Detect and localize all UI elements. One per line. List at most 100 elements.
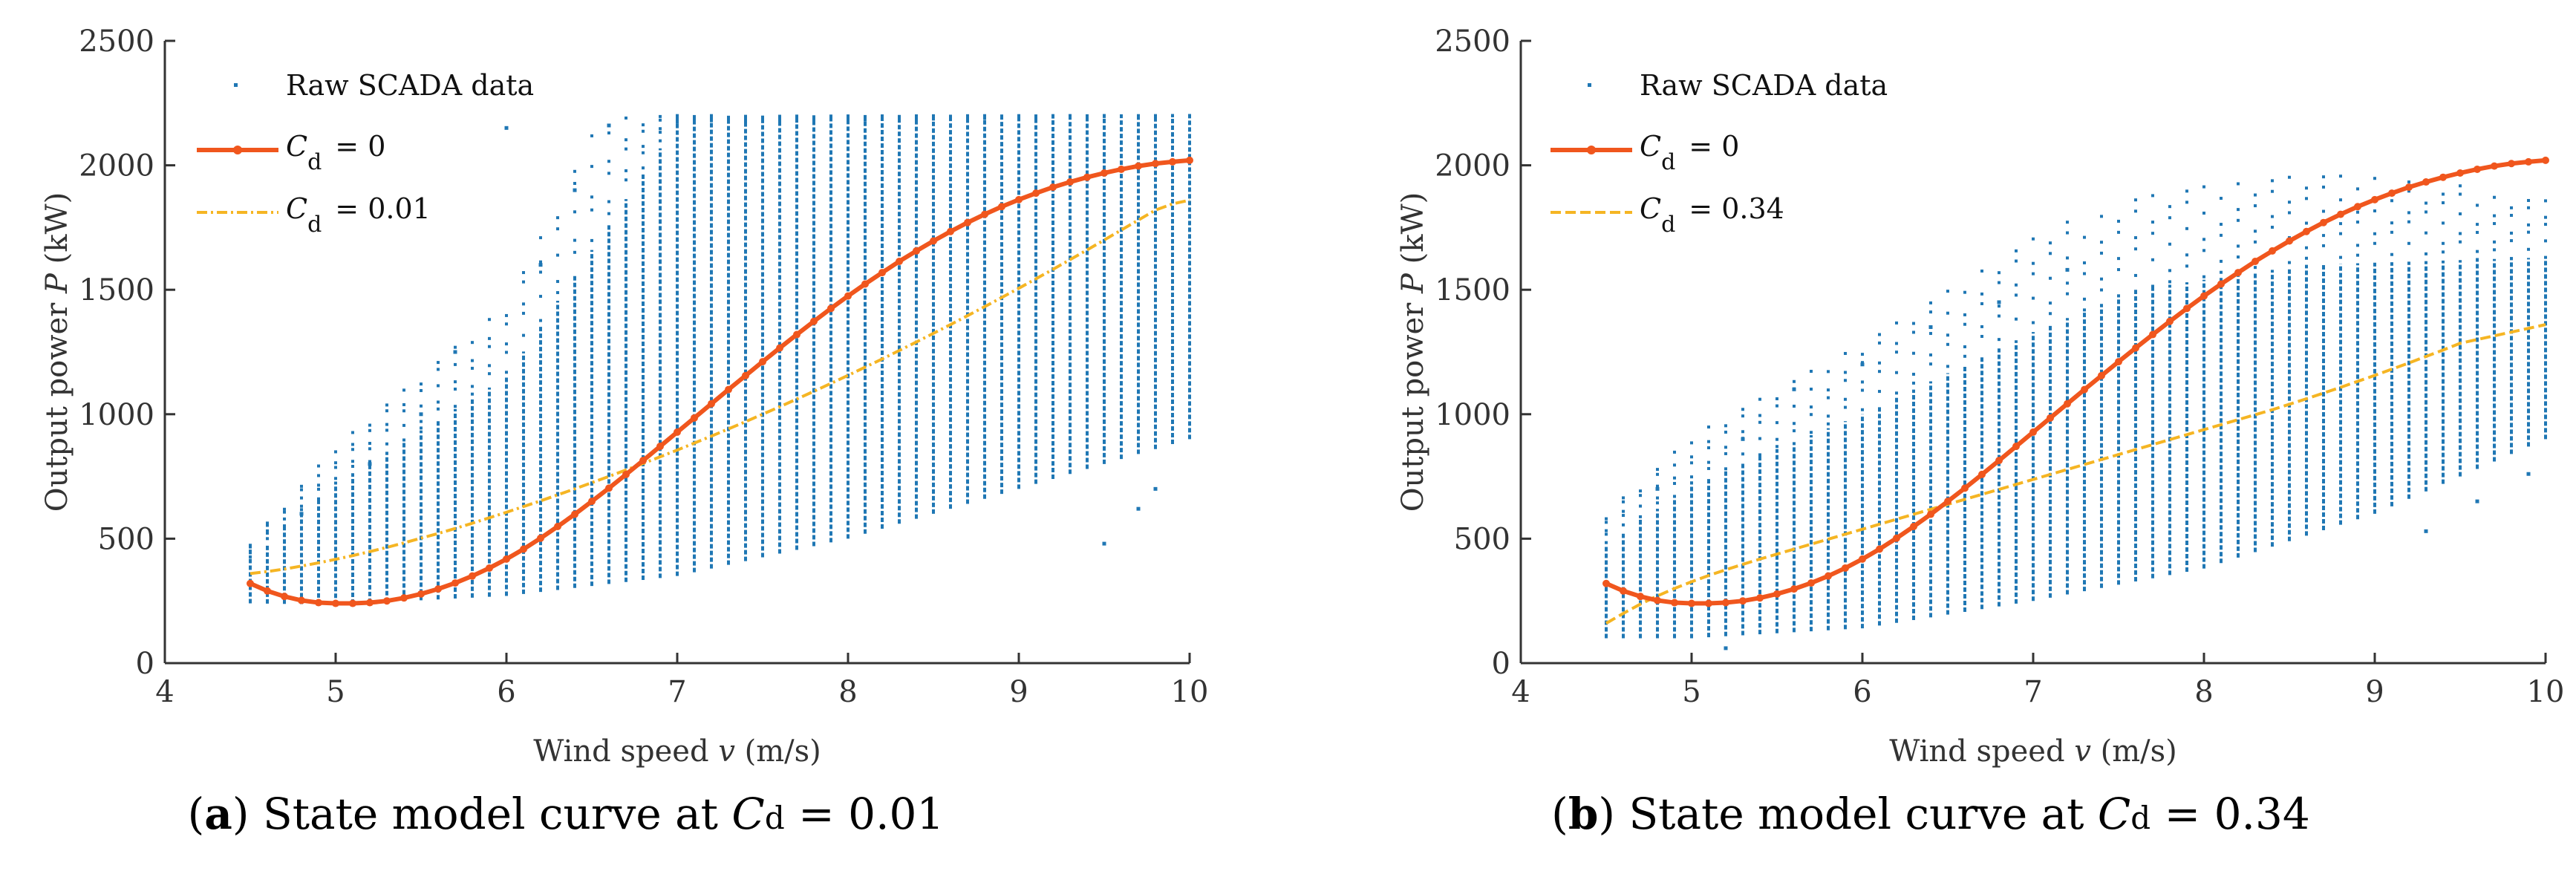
series-point xyxy=(639,457,647,465)
scatter-point xyxy=(1827,396,1830,400)
scatter-point xyxy=(454,345,457,349)
scatter-point xyxy=(351,465,354,469)
scatter-point xyxy=(1810,431,1813,434)
series-point xyxy=(861,280,869,288)
scatter-point xyxy=(915,114,918,117)
scatter-point xyxy=(420,420,423,423)
series-point xyxy=(1876,545,1883,553)
scatter-point xyxy=(1758,414,1761,417)
scatter-point xyxy=(317,464,320,468)
series-point xyxy=(1910,522,1917,530)
series-point xyxy=(1066,178,1074,186)
scatter-point xyxy=(744,119,747,123)
scatter-point xyxy=(2390,230,2393,234)
series-point xyxy=(1118,165,1125,173)
scatter-point xyxy=(2185,253,2188,257)
scatter-point xyxy=(1895,371,1898,374)
scatter-point xyxy=(334,466,337,469)
scatter-point xyxy=(1103,114,1106,118)
scatter-point xyxy=(1034,114,1037,118)
scatter-point xyxy=(351,460,354,463)
scatter-point xyxy=(539,319,542,322)
scatter-point xyxy=(437,407,440,411)
scatter-point xyxy=(573,169,576,173)
scatter-point xyxy=(2544,199,2547,203)
scatter-point xyxy=(607,172,610,175)
scatter-point xyxy=(2117,230,2120,234)
scatter-point xyxy=(642,166,645,170)
series-point xyxy=(947,227,954,235)
scatter-point xyxy=(402,402,405,406)
scatter-point xyxy=(761,117,764,121)
scatter-point xyxy=(317,497,320,501)
scatter-point xyxy=(1776,445,1778,449)
scatter-point xyxy=(2459,184,2462,188)
series-point xyxy=(417,590,425,598)
scatter-point xyxy=(504,125,509,130)
scatter-point xyxy=(1998,281,2001,284)
scatter-point xyxy=(1963,354,1966,358)
scatter-point xyxy=(1844,351,1847,355)
series-point xyxy=(571,510,578,518)
scatter-point xyxy=(385,428,388,432)
series-point xyxy=(2422,178,2430,186)
scatter-point xyxy=(419,412,423,417)
scatter-point xyxy=(2493,195,2496,199)
scatter-point xyxy=(1912,372,1915,376)
series-point xyxy=(810,317,818,325)
series-point xyxy=(981,210,988,218)
series-point xyxy=(1859,555,1866,563)
scatter-point xyxy=(778,117,781,120)
series-point xyxy=(1961,484,1969,492)
scatter-point xyxy=(1980,335,1983,339)
series-point xyxy=(2303,227,2310,235)
legend-label-series-1: Cd = 0.34 xyxy=(1640,192,1784,238)
series-point xyxy=(2081,385,2088,394)
scatter-point xyxy=(2220,197,2223,200)
scatter-raw-scada xyxy=(249,114,1191,605)
scatter-point xyxy=(2151,194,2154,198)
scatter-point xyxy=(299,512,304,516)
scatter-point xyxy=(607,200,610,203)
series-point xyxy=(366,599,374,607)
scatter-point xyxy=(334,461,337,465)
scatter-point xyxy=(334,477,337,480)
scatter-point xyxy=(266,531,269,535)
legend: Raw SCADA data Cd = 0 Cd = 0.01 xyxy=(197,69,534,238)
scatter-point xyxy=(317,483,320,487)
scatter-point xyxy=(1963,290,1966,294)
scatter-point xyxy=(2168,269,2171,273)
series-point xyxy=(469,572,476,580)
scatter-point xyxy=(659,139,662,143)
series-point xyxy=(1807,579,1815,587)
series-point xyxy=(2251,257,2259,265)
scatter-point xyxy=(454,387,457,391)
scatter-point xyxy=(2305,186,2308,190)
scatter-point xyxy=(351,443,354,446)
scatter-point xyxy=(642,151,645,154)
scatter-point xyxy=(2237,182,2240,186)
x-tick-label: 10 xyxy=(1171,675,1209,709)
scatter-point xyxy=(1673,463,1676,467)
scatter-point xyxy=(2271,179,2274,183)
scatter-point xyxy=(1622,500,1625,503)
scatter-point xyxy=(538,263,543,267)
scatter-point xyxy=(1690,475,1693,479)
scatter-point xyxy=(2032,261,2035,265)
scatter-point xyxy=(539,260,542,264)
scatter-point xyxy=(1844,379,1847,382)
scatter-point xyxy=(590,134,593,137)
scatter-point xyxy=(1758,437,1761,440)
scatter-point xyxy=(1912,351,1915,355)
series-point xyxy=(264,587,271,595)
scatter-point xyxy=(1605,521,1608,524)
chart-panel-b: 4 5 6 7 8 9 10 0 500 1000 1500 2000 2500 Wind speed v… xyxy=(1396,25,2564,839)
legend-dot xyxy=(1587,146,1596,154)
series-point xyxy=(1186,156,1193,164)
scatter-point xyxy=(1928,325,1933,329)
legend-label-scatter: Raw SCADA data xyxy=(1640,69,1888,102)
scatter-point xyxy=(2185,200,2188,204)
scatter-point xyxy=(1776,437,1778,441)
y-tick-label: 500 xyxy=(1454,522,1510,556)
series-point xyxy=(2183,304,2191,313)
